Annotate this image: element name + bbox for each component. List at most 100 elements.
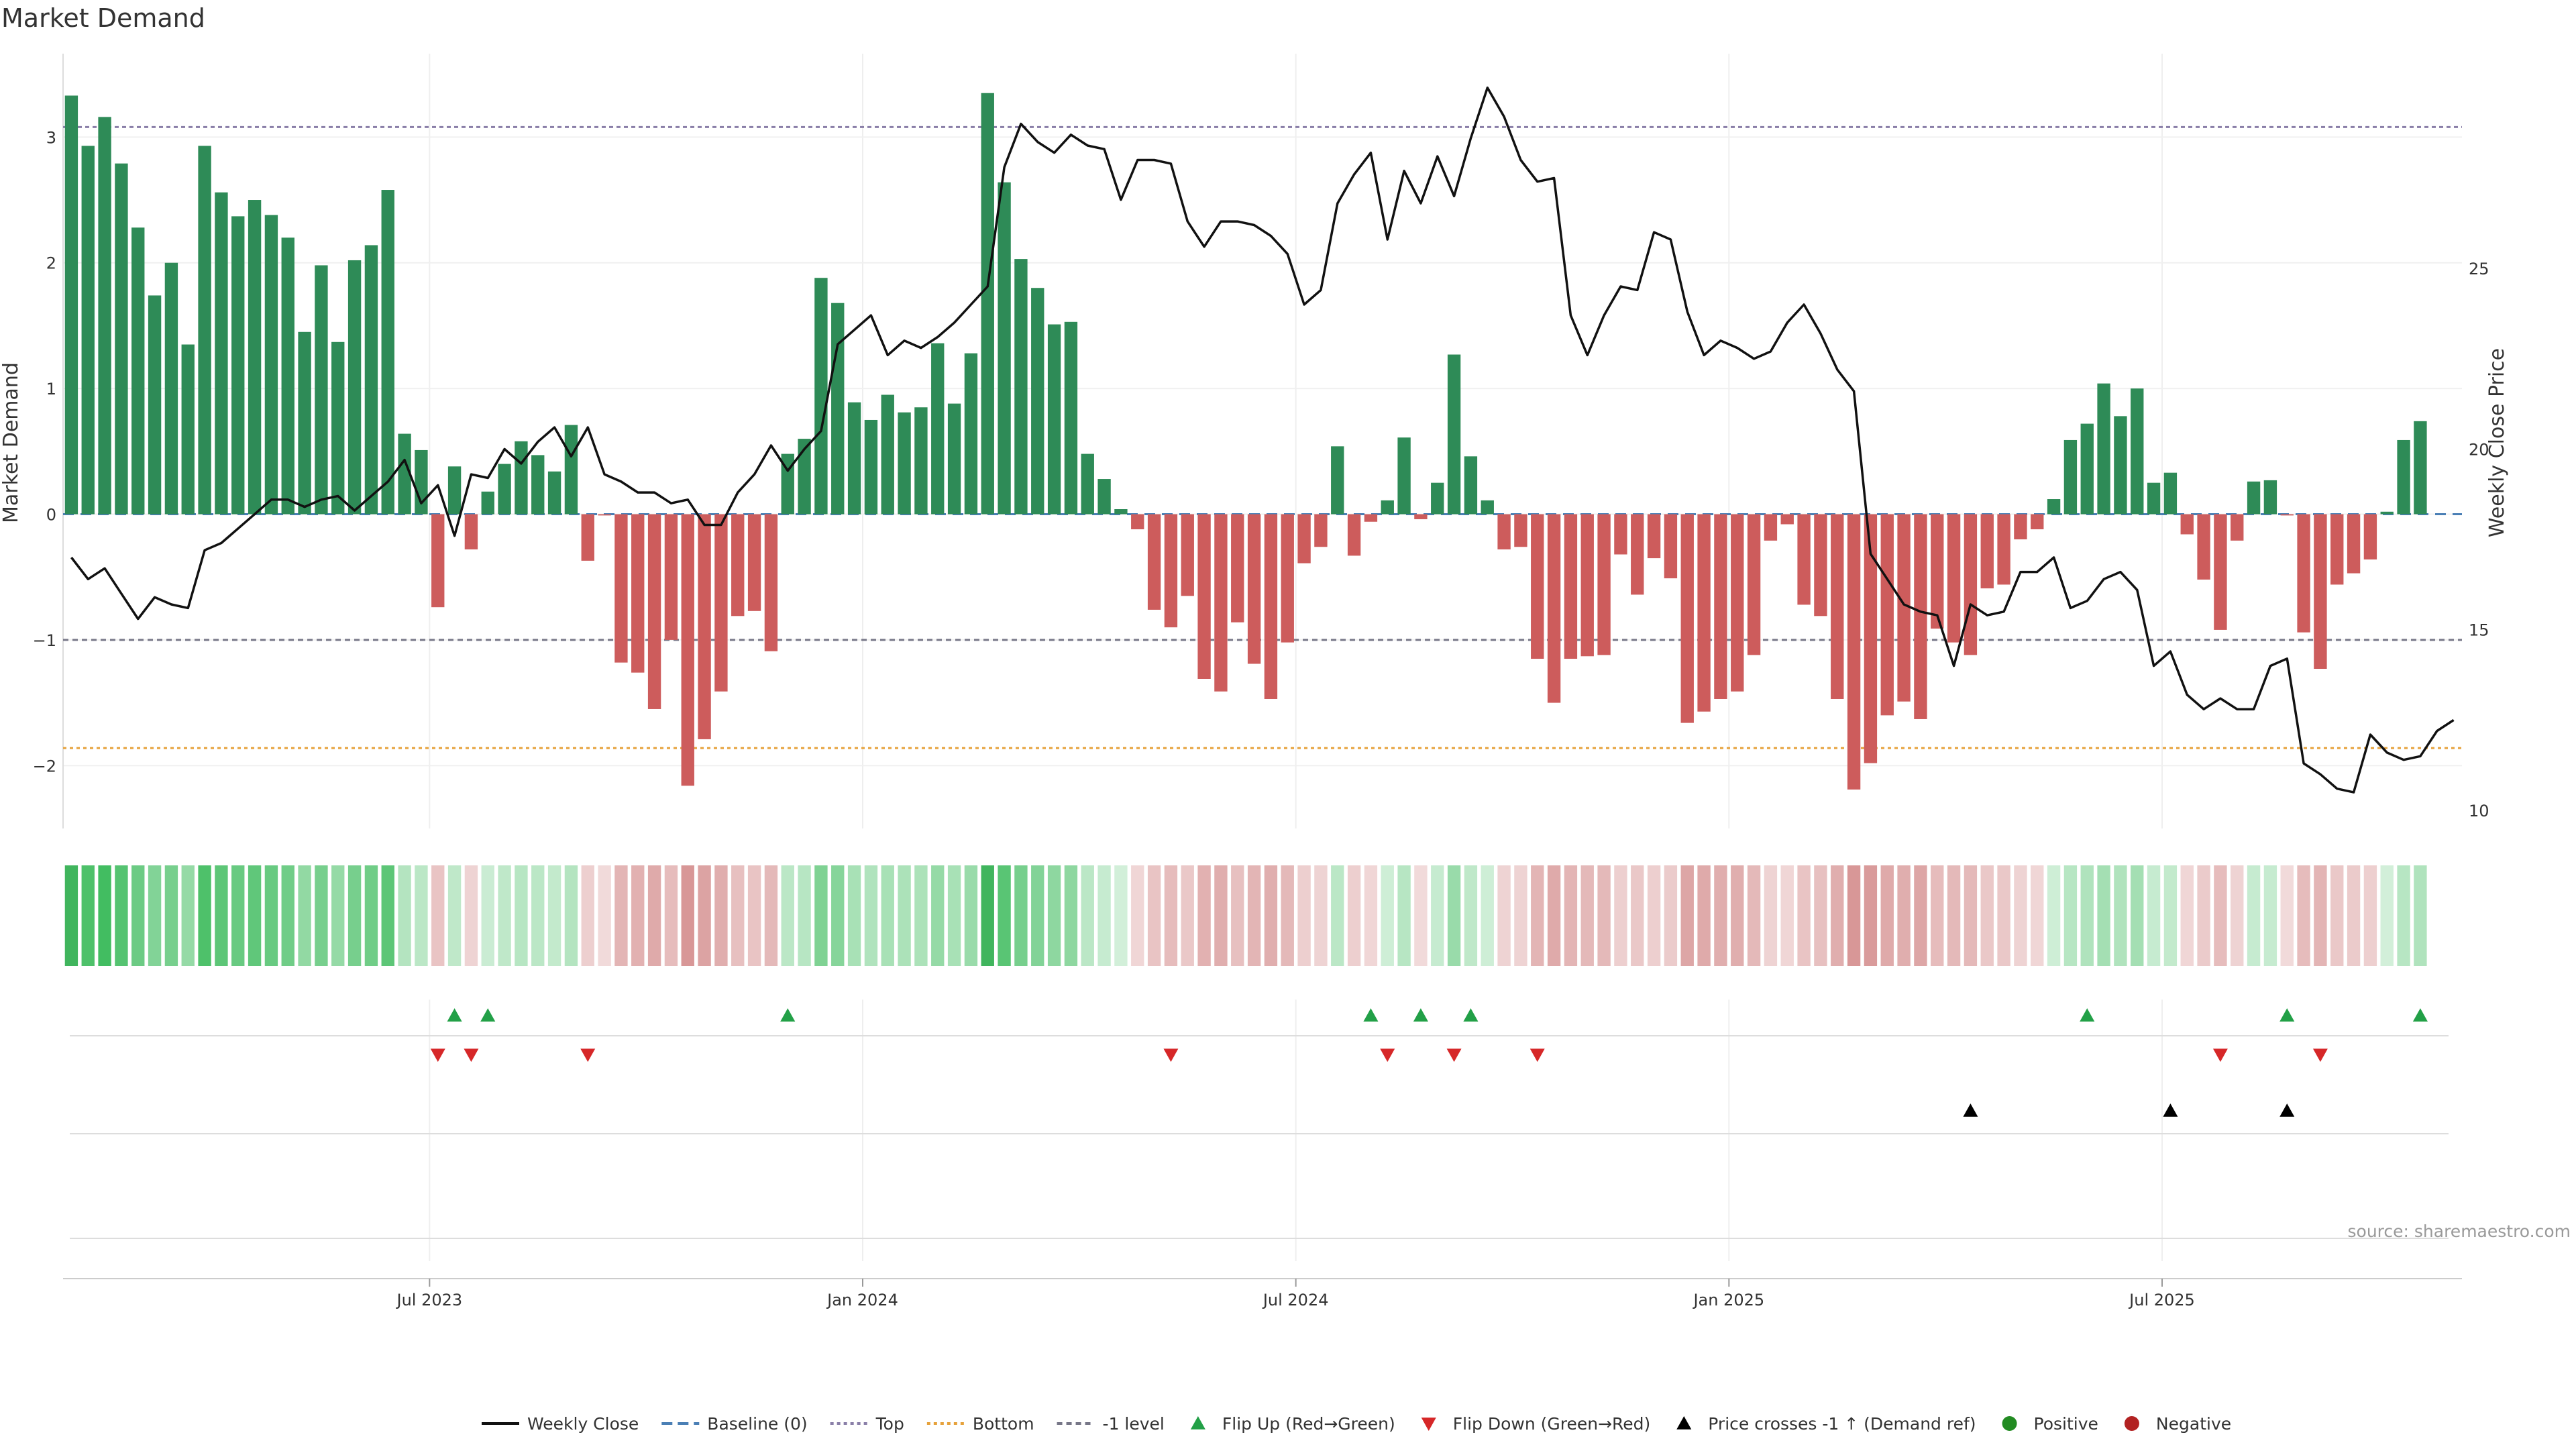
heat-cell (864, 865, 878, 966)
heat-cell (1364, 865, 1378, 966)
heat-cell (1547, 865, 1561, 966)
demand-bar (2330, 514, 2344, 585)
demand-bar (2097, 383, 2110, 515)
demand-bar (1514, 514, 1527, 547)
heat-cell (464, 865, 478, 966)
heat-cell (2214, 865, 2227, 966)
demand-bar (581, 514, 594, 561)
heat-cell (64, 865, 78, 966)
heat-cell (664, 865, 678, 966)
demand-bar (1547, 514, 1561, 703)
x-tick-label: Jan 2024 (826, 1291, 898, 1309)
heat-cell (1014, 865, 1028, 966)
flip-up-marker (1413, 1008, 1428, 1022)
demand-bar (1197, 514, 1211, 679)
demand-bar (2180, 514, 2194, 535)
flip-down-marker (2212, 1049, 2228, 1062)
price-cross-marker (2279, 1104, 2295, 1117)
flip-down-marker (430, 1049, 445, 1062)
demand-bar (1964, 514, 1978, 655)
flip-down-marker (1529, 1049, 1545, 1062)
flip-up-marker (447, 1008, 462, 1022)
heat-cell (831, 865, 845, 966)
demand-bar (1764, 514, 1778, 541)
heat-cell (1864, 865, 1878, 966)
demand-bar (248, 200, 262, 515)
heat-cell (1397, 865, 1411, 966)
heat-cell (2263, 865, 2277, 966)
heat-cell (1281, 865, 1294, 966)
demand-bar (2014, 514, 2027, 539)
heat-cell (2247, 865, 2261, 966)
heat-cell (1447, 865, 1461, 966)
heat-cell (731, 865, 745, 966)
demand-bar (164, 262, 178, 515)
heat-cell (131, 865, 145, 966)
demand-bar (2080, 423, 2094, 515)
legend-item-baseline: Baseline (0) (661, 1414, 808, 1434)
legend-label: Top (875, 1414, 904, 1434)
demand-bar (2231, 514, 2244, 541)
heat-cell (1314, 865, 1328, 966)
heat-cell (1081, 865, 1094, 966)
heat-cell (931, 865, 945, 966)
legend-swatch (1676, 1416, 1692, 1430)
demand-bar (1747, 514, 1761, 655)
demand-bar (664, 514, 678, 640)
demand-bar (2114, 416, 2127, 515)
y2-axis-title: Weekly Close Price (2485, 348, 2509, 537)
heat-cell (515, 865, 528, 966)
demand-bar (947, 403, 961, 515)
flip-down-marker (580, 1049, 596, 1062)
flip-down-marker (1163, 1049, 1179, 1062)
demand-bar (1631, 514, 1644, 595)
heat-cell (1914, 865, 1927, 966)
demand-bar (981, 93, 994, 515)
legend-item-bottom: Bottom (926, 1414, 1034, 1434)
demand-bar (148, 295, 162, 515)
demand-bar (298, 331, 311, 515)
price-cross-marker (2163, 1104, 2178, 1117)
demand-bar (1264, 514, 1278, 699)
demand-bar (681, 514, 694, 786)
heat-cell (148, 865, 162, 966)
demand-bar (881, 394, 894, 515)
heat-cell (1647, 865, 1661, 966)
demand-bar (1114, 509, 1128, 515)
flip-up-marker (2412, 1008, 2428, 1022)
heat-cell (547, 865, 561, 966)
legend-swatch (1190, 1416, 1205, 1430)
demand-bar (1931, 514, 1944, 629)
demand-bar (764, 514, 778, 651)
heat-cell (1997, 865, 2010, 966)
heat-cell (398, 865, 411, 966)
heat-cell (1164, 865, 1178, 966)
date-axis: Jul 2023 Jan 2024 Jul 2024 Jan 2025 Jul 2025 (63, 1278, 2462, 1309)
legend-item-price-cross: Price crosses -1 ↑ (Demand ref) (1676, 1414, 1976, 1434)
demand-bar (331, 341, 345, 515)
demand-bar (2347, 514, 2361, 574)
legend: Weekly Close Baseline (0) Top Bottom -1 leve… (482, 1414, 2231, 1434)
legend-item-negative: Negative (2124, 1414, 2231, 1434)
demand-bar (398, 433, 411, 515)
demand-bar (1664, 514, 1678, 579)
heat-cell (98, 865, 111, 966)
demand-bar (1381, 500, 1394, 515)
reference-lines (63, 125, 2462, 749)
demand-bar (1731, 514, 1744, 692)
heat-cell (1980, 865, 1994, 966)
demand-bar (447, 466, 462, 515)
demand-bar (1997, 514, 2010, 585)
heat-cell (381, 865, 394, 966)
demand-bar (515, 441, 528, 515)
flip-up-marker (1363, 1008, 1379, 1022)
heat-cell (264, 865, 278, 966)
heat-cell (1131, 865, 1144, 966)
heat-cell (1747, 865, 1761, 966)
heat-cell (2280, 865, 2294, 966)
demand-bar (2163, 472, 2178, 515)
demand-bar (1531, 514, 1544, 659)
demand-bar (381, 190, 394, 515)
heat-cell (115, 865, 128, 966)
